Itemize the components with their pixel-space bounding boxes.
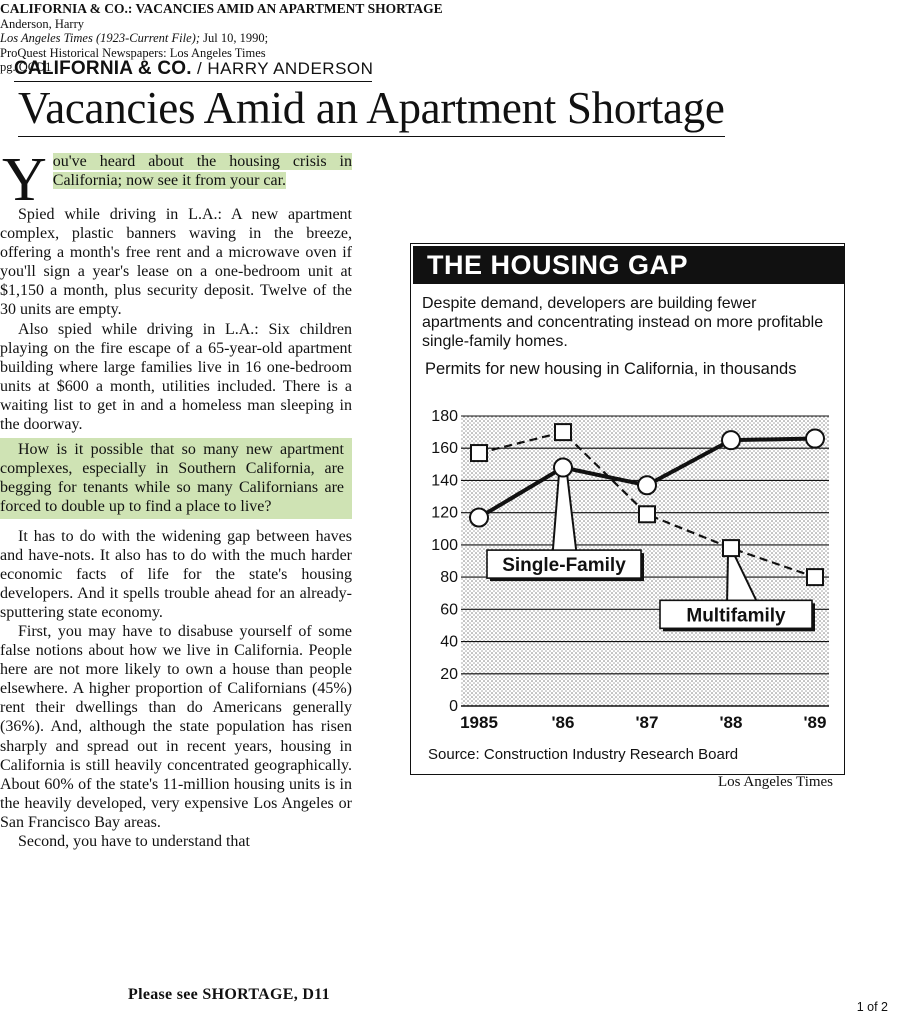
point-multifamily (470, 444, 488, 463)
graphic-description: Despite demand, developers are building … (422, 295, 824, 350)
citation-title: CALIFORNIA & CO.: VACANCIES AMID AN APAR… (0, 1, 443, 16)
y-tick-label: 60 (440, 601, 458, 618)
article-paragraph: Second, you have to understand that (18, 833, 250, 850)
point-single-family (637, 475, 657, 496)
highlighted-text: ou've heard about the housing crisis in … (52, 153, 352, 190)
highlighted-paragraph: How is it possible that so many new apar… (0, 438, 352, 519)
citation-block: CALIFORNIA & CO.: VACANCIES AMID AN APAR… (0, 1, 443, 75)
page-indicator: 1 of 2 (856, 1000, 888, 1014)
citation-author: Anderson, Harry (0, 16, 85, 31)
legend-multifamily-box (659, 599, 813, 630)
x-tick-label: 1985 (460, 713, 498, 732)
point-multifamily (638, 505, 656, 524)
graphic-title: THE HOUSING GAP (413, 246, 844, 284)
y-tick-label: 40 (440, 634, 458, 651)
point-single-family (553, 457, 573, 478)
point-single-family (721, 430, 741, 451)
headline: Vacancies Amid an Apartment Shortage (18, 80, 725, 137)
y-tick-label: 80 (440, 569, 458, 586)
kicker-author: HARRY ANDERSON (207, 59, 374, 78)
y-tick-label: 120 (431, 505, 458, 522)
y-tick-label: 160 (431, 440, 458, 457)
point-multifamily (554, 423, 572, 442)
point-multifamily (806, 568, 824, 587)
y-tick-label: 180 (431, 408, 458, 425)
x-tick-label: '88 (720, 713, 743, 732)
article-paragraph: Also spied while driving in L.A.: Six ch… (0, 320, 352, 434)
continued-line: Please see SHORTAGE, D11 (128, 986, 330, 1003)
x-tick-label: '87 (636, 713, 659, 732)
article-paragraph: It has to do with the widening gap betwe… (0, 527, 352, 621)
graphic-subtitle: Permits for new housing in California, i… (425, 360, 797, 378)
housing-gap-graphic: THE HOUSING GAP Despite demand, develope… (410, 243, 845, 775)
y-tick-label: 0 (449, 698, 458, 715)
y-tick-label: 100 (431, 537, 458, 554)
citation-database: ProQuest Historical Newspapers: Los Ange… (0, 45, 266, 60)
graphic-source: Source: Construction Industry Research B… (428, 746, 739, 763)
y-tick-label: 20 (440, 666, 458, 683)
legend-single-family-box (486, 549, 642, 579)
citation-source: Los Angeles Times (1923-Current File); J… (0, 31, 269, 45)
column-name: CALIFORNIA & CO. (14, 58, 192, 79)
y-tick-label: 140 (431, 472, 458, 489)
legend-single-family-text: Single-Family (502, 555, 626, 576)
series-line-multifamily (478, 430, 816, 579)
point-single-family (469, 507, 489, 528)
x-tick-label: '86 (552, 713, 575, 732)
column-kicker: CALIFORNIA & CO. / HARRY ANDERSON (14, 58, 374, 82)
drop-cap: Y (2, 146, 47, 214)
article-paragraph: Spied while driving in L.A.: A new apart… (0, 206, 352, 319)
point-single-family (805, 428, 825, 449)
point-multifamily (722, 539, 740, 558)
article-paragraph: First, you may have to disabuse yourself… (0, 622, 352, 831)
legend-multifamily-text: Multifamily (686, 605, 786, 626)
citation-page: pg. OCD1 (0, 60, 52, 74)
graphic-credit: Los Angeles Times (718, 774, 834, 790)
housing-chart: 0 20 40 60 80 100 120 140 160 180 1985 '86 '87 '88 '89… (431, 408, 829, 732)
x-tick-label: '89 (804, 713, 827, 732)
